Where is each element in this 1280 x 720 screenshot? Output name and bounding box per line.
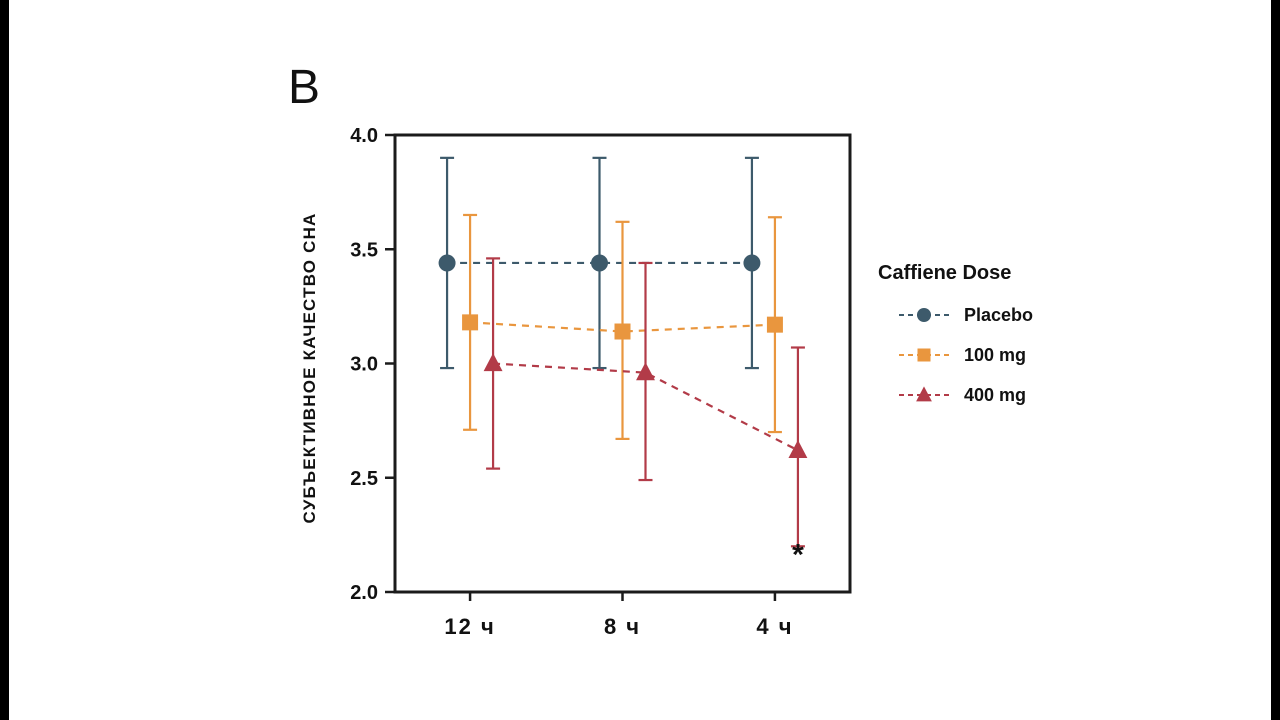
legend-title: Caffiene Dose — [878, 262, 1012, 284]
circle-marker-icon — [899, 308, 949, 322]
legend-key-marker — [917, 348, 931, 362]
data-point-marker — [636, 362, 655, 381]
legend-key-marker — [916, 386, 932, 402]
legend-item-placebo: Placebo — [898, 303, 1033, 327]
y-tick-label: 4.0 — [350, 125, 378, 147]
legend: Caffiene Dose Placebo 100 mg 400 mg — [878, 262, 1033, 423]
letterbox-right — [1271, 0, 1280, 720]
data-point-marker — [438, 254, 456, 272]
square-marker-icon — [899, 348, 949, 362]
legend-item-label: Placebo — [964, 304, 1034, 325]
x-tick-label: 12 ч — [444, 614, 495, 639]
data-point-marker — [788, 439, 808, 458]
data-point-marker — [483, 353, 503, 372]
legend-item-400-mg: 400 mg — [898, 383, 1033, 407]
data-point-marker — [743, 254, 761, 272]
y-tick-label: 3.0 — [350, 354, 378, 376]
legend-item-label: 400 mg — [964, 384, 1027, 405]
letterbox-left — [0, 0, 9, 720]
legend-items: Placebo 100 mg 400 mg — [878, 303, 1033, 407]
y-tick-label: 2.0 — [350, 582, 378, 604]
legend-item-label: 100 mg — [964, 344, 1027, 365]
legend-item-100-mg: 100 mg — [898, 343, 1033, 367]
legend-key-marker — [917, 308, 931, 322]
y-axis-label: СУБЪЕКТИВНОЕ КАЧЕСТВО СНА — [300, 212, 319, 524]
panel-label: B — [288, 61, 321, 114]
y-tick-label: 2.5 — [350, 468, 378, 490]
x-tick-label: 4 ч — [756, 614, 793, 639]
x-tick-label: 8 ч — [604, 614, 641, 639]
sleep-quality-chart: 4.0 3.5 3.0 2.5 2.0 12 ч 8 ч 4 ч * — [350, 125, 852, 639]
data-point-marker — [766, 316, 783, 333]
triangle-marker-icon — [899, 386, 949, 402]
series-line — [493, 362, 799, 452]
series-placebo — [438, 156, 761, 370]
y-tick-label: 3.5 — [350, 239, 378, 261]
series-400-mg — [483, 257, 808, 548]
data-point-marker — [614, 323, 631, 340]
significance-asterisk: * — [792, 539, 804, 572]
data-point-marker — [591, 254, 608, 272]
series-100-mg — [462, 213, 783, 441]
data-point-marker — [462, 314, 479, 331]
